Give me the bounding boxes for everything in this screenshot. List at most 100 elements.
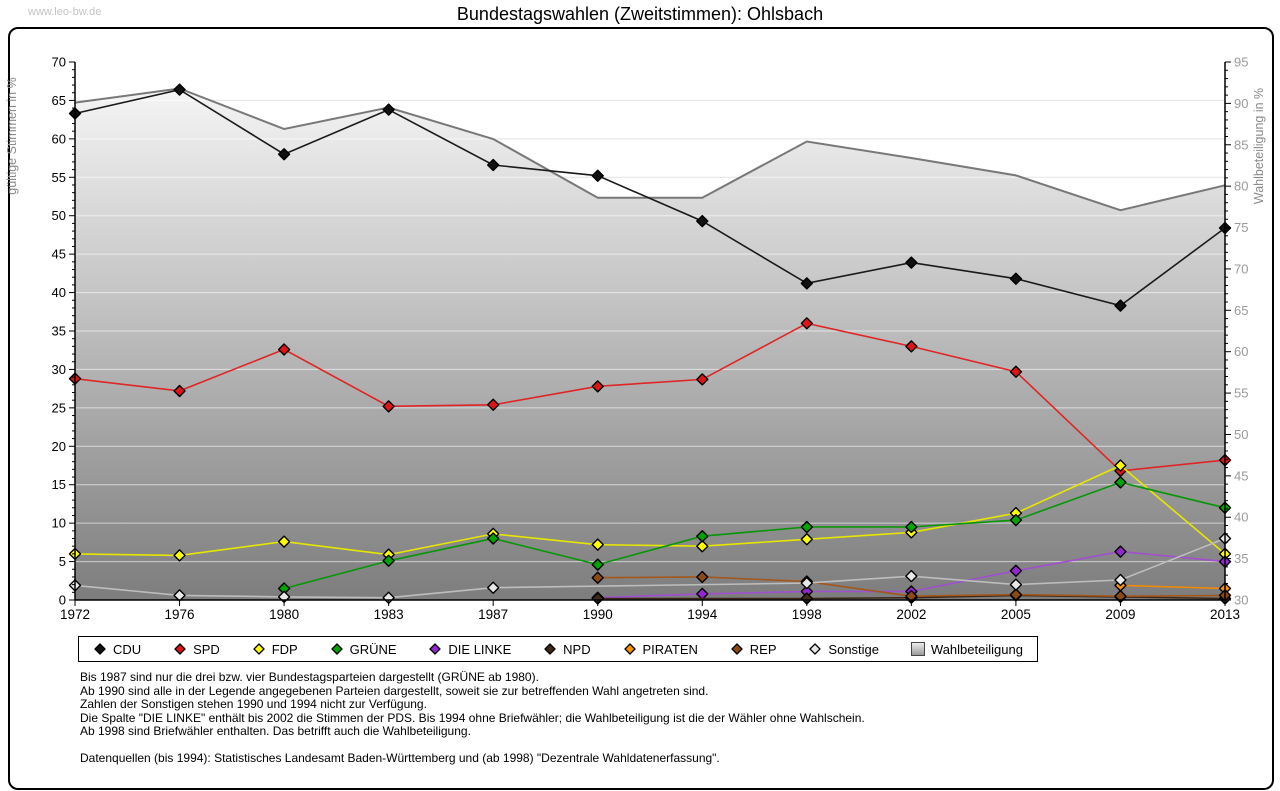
data-point-fdp — [696, 540, 709, 553]
legend-label: DIE LINKE — [448, 641, 512, 657]
series-line-fdp — [74, 464, 1226, 557]
x-axis-year-label: 1994 — [687, 607, 718, 622]
series-line-piraten — [1120, 584, 1226, 590]
data-point-die-linke — [1009, 564, 1023, 577]
data-point-spd — [905, 340, 918, 353]
chart-title: Bundestagswahlen (Zweitstimmen): Ohlsbac… — [440, 4, 840, 25]
turnout-area — [75, 88, 1225, 600]
data-point-cdu — [486, 158, 500, 172]
legend-swatch-wahlbeteiligung — [910, 642, 925, 656]
right-axis-tick-label: 30 — [1234, 593, 1248, 608]
series-line-npd — [597, 594, 1226, 600]
data-point-sonstige — [800, 576, 814, 590]
data-point-sonstige — [905, 569, 918, 583]
left-axis-tick-label: 35 — [52, 324, 66, 339]
legend-label: Sonstige — [828, 641, 880, 657]
right-axis-tick-label: 35 — [1234, 551, 1248, 566]
left-axis-tick-label: 5 — [59, 554, 66, 569]
data-point-grüne — [1114, 476, 1127, 489]
legend-item-die-linke: DIE LINKE — [428, 642, 511, 657]
right-axis-tick-label: 70 — [1234, 261, 1248, 276]
left-axis-tick-label: 15 — [52, 477, 66, 492]
legend-marker-cdu — [94, 643, 106, 655]
footnote-line: Die Spalte "DIE LINKE" enthält bis 2002 … — [80, 710, 865, 725]
data-point-grüne — [486, 532, 500, 545]
left-axis-tick-label: 40 — [52, 285, 66, 300]
right-axis-tick-label: 80 — [1234, 179, 1248, 194]
legend-item-grüne: GRÜNE — [330, 642, 397, 657]
left-axis-tick-label: 50 — [52, 208, 66, 223]
data-point-spd — [1009, 365, 1023, 378]
legend-label: Wahlbeteiligung — [930, 641, 1023, 657]
legend-item-sonstige: Sonstige — [808, 642, 879, 657]
x-axis-year-label: 2009 — [1105, 607, 1135, 622]
footnote-line: Bis 1987 sind nur die drei bzw. vier Bun… — [80, 670, 539, 684]
data-point-rep — [591, 571, 604, 584]
data-point-fdp — [277, 535, 291, 548]
legend-item-cdu: CDU — [93, 642, 141, 657]
data-point-grüne — [905, 520, 918, 534]
x-axis-year-label: 2013 — [1210, 607, 1240, 622]
left-axis-tick-label: 30 — [52, 362, 66, 377]
right-axis-tick-label: 95 — [1234, 55, 1248, 70]
data-point-fdp — [1114, 459, 1127, 472]
data-point-spd — [696, 373, 709, 386]
legend-item-fdp: FDP — [252, 642, 298, 657]
left-axis-tick-label: 25 — [52, 400, 66, 415]
left-axis-title: gültige Stimmen in % — [5, 77, 19, 194]
x-axis-year-label: 1998 — [792, 607, 822, 622]
legend-marker-grüne — [330, 643, 343, 655]
x-axis-year-label: 2002 — [896, 607, 926, 622]
data-point-spd — [382, 400, 395, 413]
data-point-cdu — [800, 277, 814, 290]
legend-item-rep: REP — [730, 642, 777, 657]
legend-item-piraten: PIRATEN — [623, 642, 698, 657]
series-line-sonstige — [74, 537, 1226, 599]
legend-marker-piraten — [623, 643, 636, 655]
data-point-cdu — [1009, 272, 1023, 285]
legend-label: FDP — [271, 641, 298, 657]
x-axis-year-label: 1976 — [165, 607, 195, 622]
data-point-cdu — [591, 169, 604, 182]
data-point-cdu — [277, 148, 291, 161]
legend-marker-rep — [731, 643, 743, 655]
series-line-cdu — [74, 88, 1226, 307]
x-axis-year-label: 1987 — [478, 607, 508, 622]
data-point-fdp — [800, 533, 814, 546]
right-axis-tick-label: 90 — [1234, 96, 1248, 111]
right-axis-tick-label: 75 — [1234, 220, 1248, 235]
data-point-grüne — [591, 558, 604, 571]
legend-label: REP — [749, 641, 777, 657]
left-axis-tick-label: 20 — [52, 439, 66, 454]
x-axis-year-label: 1990 — [583, 607, 613, 622]
left-axis-tick-label: 70 — [52, 55, 66, 70]
data-point-spd — [486, 398, 500, 411]
watermark: www.leo-bw.de — [28, 6, 102, 18]
data-point-fdp — [173, 549, 186, 562]
data-point-fdp — [591, 538, 604, 551]
data-point-sonstige — [1114, 573, 1127, 587]
data-source-note: Datenquellen (bis 1994): Statistisches L… — [80, 750, 720, 765]
x-axis-year-label: 1972 — [60, 607, 90, 622]
legend-label: NPD — [563, 641, 591, 657]
data-point-spd — [591, 380, 604, 393]
left-axis-tick-label: 65 — [52, 93, 66, 108]
right-axis-tick-label: 55 — [1234, 386, 1248, 401]
legend-marker-sonstige — [809, 643, 822, 655]
legend-marker-fdp — [253, 643, 265, 655]
data-point-spd — [800, 317, 814, 330]
footnote-line: Zahlen der Sonstigen stehen 1990 und 199… — [80, 697, 427, 711]
data-point-sonstige — [1009, 578, 1023, 591]
data-point-grüne — [696, 530, 709, 543]
legend-label: PIRATEN — [642, 641, 698, 657]
right-axis-tick-label: 60 — [1234, 344, 1248, 359]
series-line-grüne — [283, 481, 1226, 590]
data-point-spd — [173, 384, 186, 398]
left-axis-tick-label: 55 — [52, 170, 66, 185]
data-point-cdu — [173, 83, 186, 96]
data-point-cdu — [1114, 299, 1127, 312]
right-axis-title: Wahlbeteiligung in % — [1252, 88, 1266, 204]
data-point-sonstige — [486, 581, 500, 594]
series-line-spd — [74, 322, 1226, 472]
